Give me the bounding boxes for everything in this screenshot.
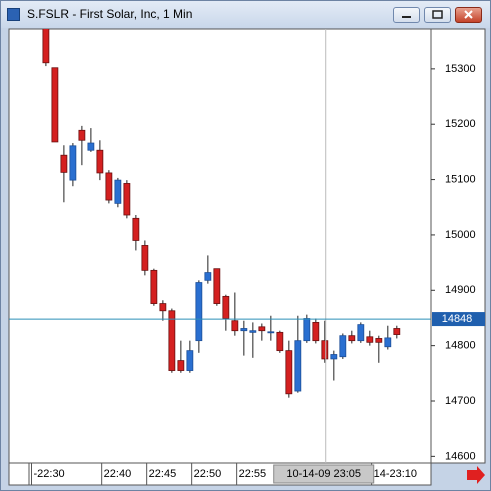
candle-body — [393, 328, 401, 335]
candle-body — [150, 269, 158, 304]
candle-body — [348, 335, 356, 342]
candle-body — [222, 295, 230, 319]
candle-body — [78, 129, 86, 141]
corner-box — [8, 462, 30, 486]
candle-body — [330, 354, 338, 360]
x-tick-label: 22:55 — [239, 468, 267, 480]
y-tick-label: 14600 — [445, 450, 476, 462]
candle-body — [195, 282, 203, 342]
candle-body — [366, 336, 374, 343]
candle-body — [159, 303, 167, 312]
candle-body — [249, 330, 257, 333]
x-tick-label: 22:40 — [104, 468, 132, 480]
last-price-box — [432, 312, 485, 327]
y-tick-label: 15100 — [445, 173, 476, 185]
y-tick-label: 15300 — [445, 63, 476, 75]
last-price-label: 14848 — [442, 313, 473, 325]
y-tick-label: 15200 — [445, 118, 476, 130]
candle-body — [114, 179, 122, 204]
candle-body — [312, 321, 320, 342]
candle-body — [96, 149, 104, 174]
maximize-button[interactable] — [424, 7, 451, 23]
y-tick-label: 14900 — [445, 284, 476, 296]
window-icon — [7, 8, 20, 21]
crosshair-label: 10-14-09 23:05 — [286, 468, 361, 480]
candle-body — [231, 320, 239, 332]
candle-body — [339, 335, 347, 358]
candle-body — [141, 245, 149, 271]
x-tick-label: 14-23:10 — [374, 468, 417, 480]
crosshair-label-box — [273, 464, 375, 484]
x-tick-label: 22:45 — [149, 468, 177, 480]
candle-body — [177, 360, 185, 371]
y-tick-label: 14700 — [445, 395, 476, 407]
window-title: S.FSLR - First Solar, Inc, 1 Min — [27, 7, 193, 21]
candle-body — [186, 350, 194, 371]
candle-body — [69, 145, 77, 181]
candle-body — [375, 338, 383, 343]
candle-body — [285, 350, 293, 395]
y-tick-label: 14800 — [445, 340, 476, 352]
candle-body — [123, 183, 131, 216]
candle-body — [204, 272, 212, 281]
minimize-button[interactable] — [393, 7, 420, 23]
candle-body — [42, 29, 50, 64]
candle-body — [267, 331, 275, 334]
candle-body — [303, 318, 311, 342]
title-bar: S.FSLR - First Solar, Inc, 1 Min — [1, 1, 490, 28]
candle-body — [384, 337, 392, 348]
scroll-arrow[interactable] — [467, 466, 485, 484]
candle-body — [51, 67, 59, 143]
y-tick-label: 15000 — [445, 229, 476, 241]
candle-body — [60, 154, 68, 173]
candle-body — [321, 340, 329, 360]
plot-area — [8, 28, 432, 464]
candle-body — [213, 268, 221, 304]
x-tick-label: -22:30 — [33, 468, 64, 480]
x-tick-label: 22:50 — [194, 468, 222, 480]
candle-body — [294, 340, 302, 392]
candle-body — [276, 331, 284, 352]
candle-body — [357, 324, 365, 342]
candle-body — [240, 328, 248, 332]
minimize-icon — [402, 16, 411, 18]
close-button[interactable] — [455, 7, 482, 23]
candle-body — [87, 142, 95, 151]
candle-body — [132, 217, 140, 241]
candle-body — [168, 310, 176, 371]
y-axis-panel — [430, 28, 486, 464]
maximize-icon — [432, 10, 443, 19]
close-icon — [464, 10, 473, 19]
candle-body — [105, 172, 113, 201]
candle-body — [258, 326, 266, 332]
